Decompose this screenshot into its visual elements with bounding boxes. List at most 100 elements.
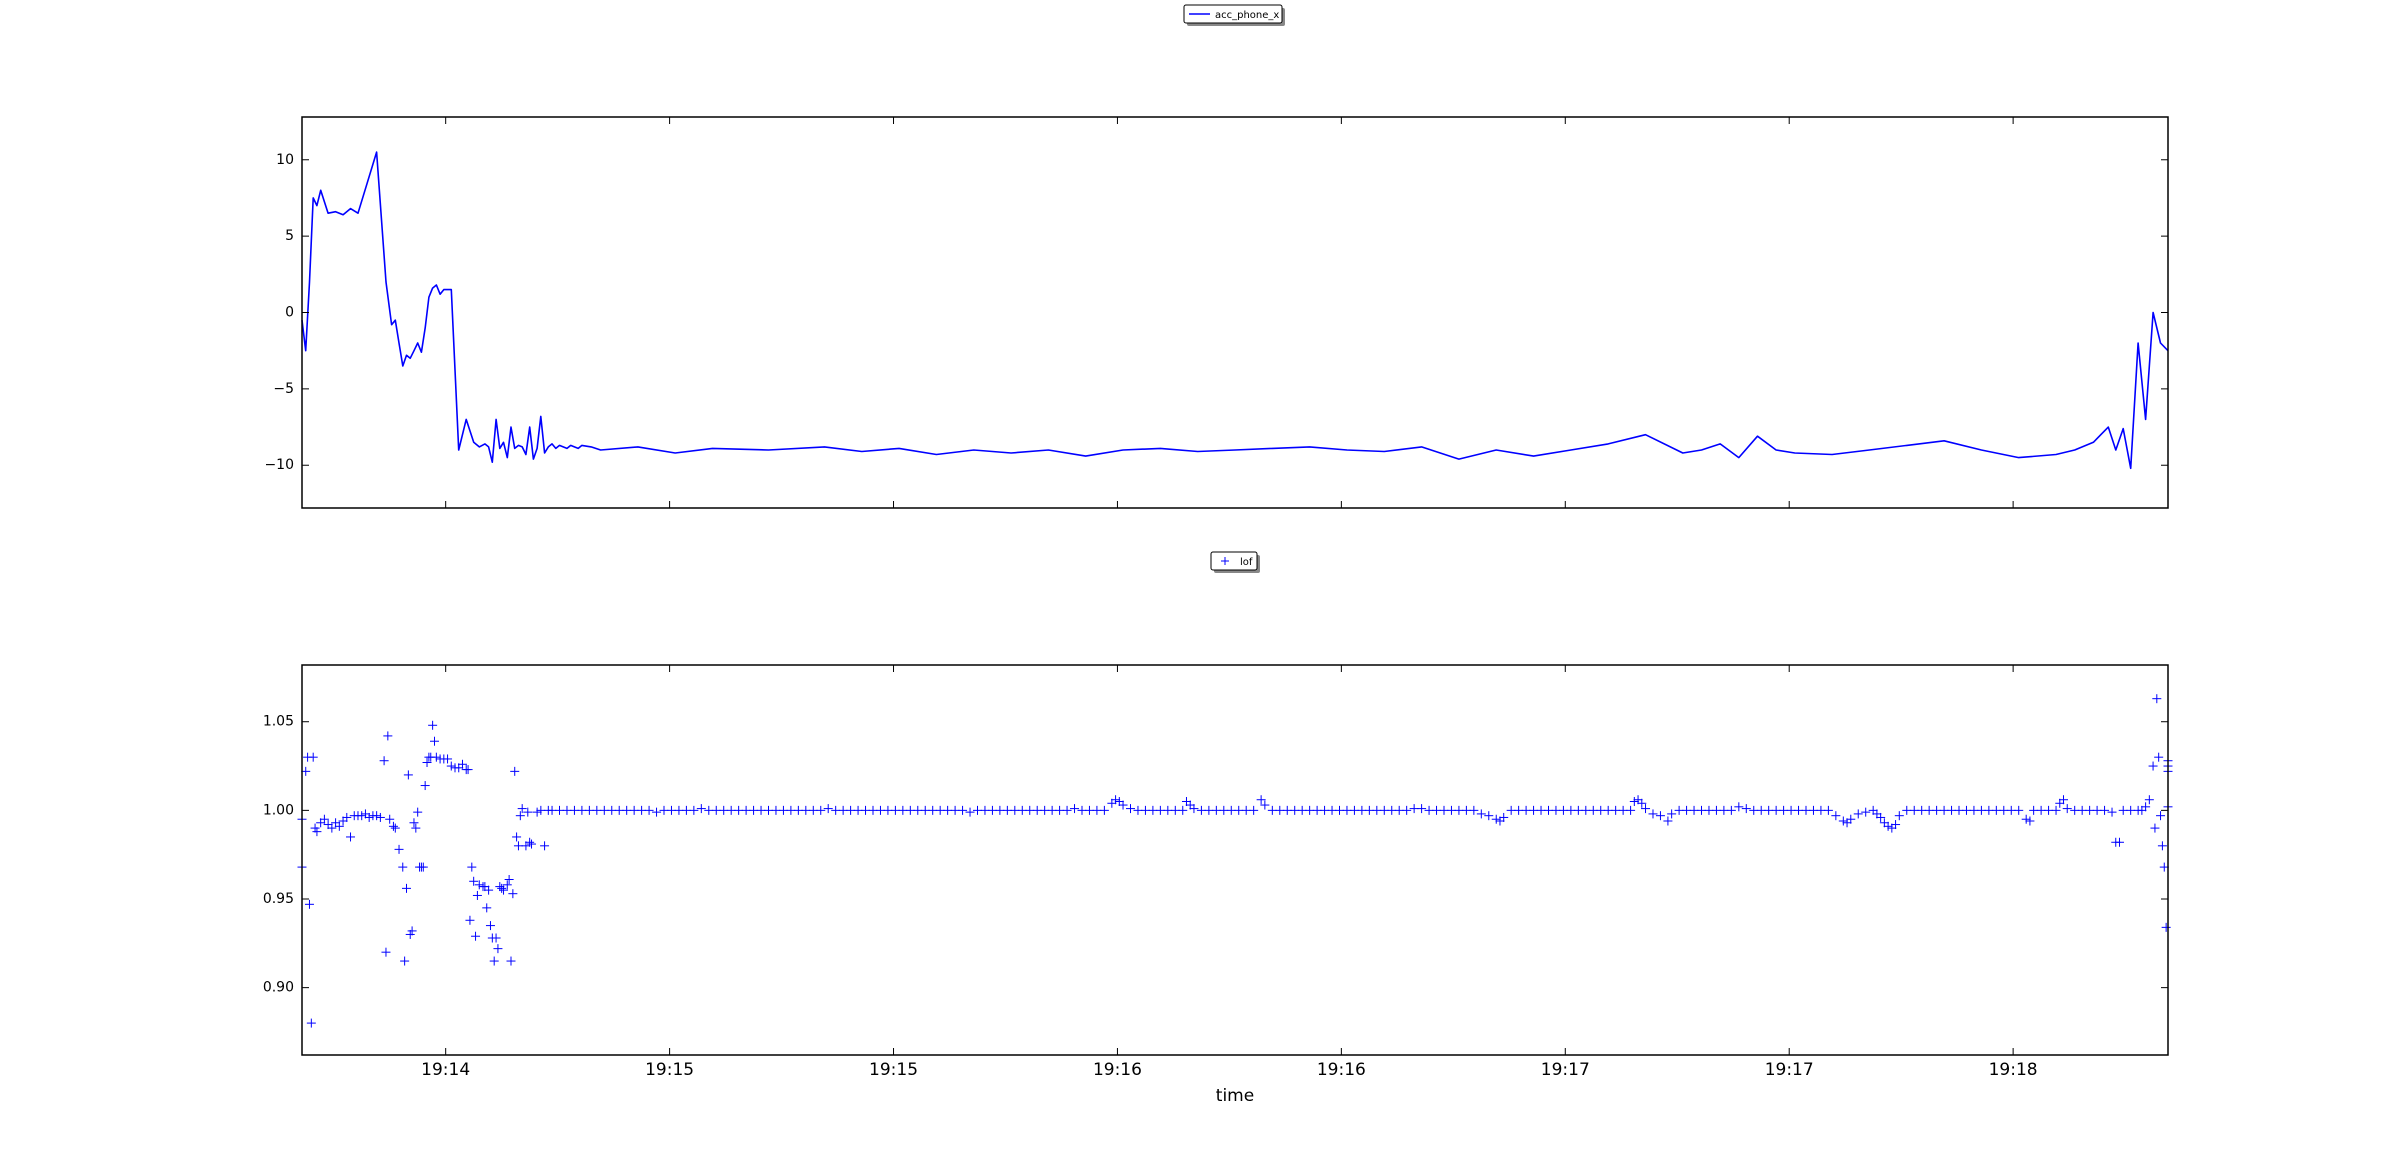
scatter-point <box>342 812 352 822</box>
scatter-point <box>1126 804 1136 814</box>
scatter-point <box>2055 798 2065 808</box>
scatter-point <box>532 807 542 817</box>
bottom-panel: 1.051.000.950.90 19:14 19:15 19:15 19:16 19:… <box>263 551 2173 1106</box>
scatter-point <box>1469 805 1479 815</box>
bottom-legend: lof <box>1210 551 1260 573</box>
scatter-point <box>2156 811 2166 821</box>
scatter-point <box>1107 798 1117 808</box>
scatter-point <box>523 807 533 817</box>
scatter-point <box>816 805 826 815</box>
scatter-point <box>1734 802 1744 812</box>
scatter-point <box>965 807 975 817</box>
scatter-point <box>306 1018 316 1028</box>
scatter-point <box>504 875 514 884</box>
scatter-point <box>401 883 411 893</box>
scatter-point <box>372 811 382 821</box>
scatter-point <box>525 837 535 847</box>
scatter-point <box>2107 807 2117 817</box>
scatter-point <box>1663 816 1673 826</box>
scatter-point <box>431 752 441 762</box>
scatter-point <box>428 720 438 730</box>
bottom-x-axis: 19:14 19:15 19:15 19:16 19:16 19:17 19:17 19:18 <box>421 665 2038 1080</box>
scatter-point <box>422 758 432 767</box>
scatter-point <box>1417 804 1427 814</box>
scatter-point <box>1879 818 1889 828</box>
scatter-point <box>383 731 393 741</box>
scatter-point <box>385 814 395 824</box>
scatter-point <box>2148 761 2158 771</box>
scatter-point <box>1861 807 1871 817</box>
scatter-point <box>338 816 348 826</box>
scatter-point <box>331 818 341 828</box>
scatter-point <box>360 809 370 819</box>
scatter-point <box>484 885 494 895</box>
top-panel: 10 5 0 −5 −10 acc_phone_x <box>264 4 2169 509</box>
scatter-point <box>467 862 477 872</box>
scatter-point <box>2114 837 2124 847</box>
scatter-point <box>495 882 505 892</box>
scatter-point <box>1402 805 1412 815</box>
scatter-point <box>521 841 531 851</box>
scatter-point <box>357 811 367 821</box>
scatter-point <box>2157 841 2167 851</box>
scatter-point <box>1823 805 1833 815</box>
scatter-point <box>457 759 467 769</box>
scatter-point <box>482 903 492 913</box>
legend-box <box>1210 551 1258 571</box>
scatter-point <box>502 880 512 890</box>
scatter-point <box>2141 802 2151 812</box>
scatter-point <box>323 820 333 830</box>
scatter-point <box>398 862 408 872</box>
scatter-point <box>375 812 385 822</box>
scatter-point <box>400 956 410 966</box>
scatter-point <box>1831 811 1841 821</box>
scatter-point <box>471 931 481 941</box>
scatter-point <box>510 766 520 776</box>
scatter-point <box>508 889 518 899</box>
scatter-point <box>1495 816 1505 826</box>
scatter-point <box>1667 809 1677 819</box>
bottom-axes-frame <box>301 664 2169 1056</box>
scatter-point <box>394 844 404 854</box>
scatter-point <box>334 821 344 831</box>
scatter-point <box>1838 816 1848 826</box>
scatter-point <box>1853 809 1863 819</box>
scatter-point <box>1726 805 1736 815</box>
scatter-point <box>480 882 490 892</box>
scatter-point <box>463 765 473 775</box>
scatter-point <box>644 805 654 815</box>
scatter-point <box>2059 795 2069 805</box>
scatter-point <box>527 839 537 849</box>
scatter-point <box>515 811 525 821</box>
legend-plus-marker <box>1221 557 1229 565</box>
scatter-point <box>465 915 475 925</box>
x-tick-label: 19:18 <box>1989 1060 2038 1080</box>
scatter-point <box>407 926 417 936</box>
scatter-point <box>420 781 430 791</box>
scatter-point <box>1876 812 1886 822</box>
top-legend: acc_phone_x <box>1183 4 1285 26</box>
scatter-point <box>1887 823 1897 833</box>
y-tick-label: −5 <box>273 381 294 397</box>
scatter-point <box>469 876 479 886</box>
bottom-scatter-points <box>297 694 2173 1028</box>
scatter-point <box>1114 797 1124 806</box>
scatter-point <box>413 807 423 817</box>
y-tick-label: 1.00 <box>263 802 294 818</box>
scatter-point <box>1883 821 1893 831</box>
scatter-point <box>319 814 329 824</box>
scatter-point <box>316 818 326 828</box>
scatter-point <box>1633 795 1643 805</box>
scatter-point <box>2161 922 2171 932</box>
scatter-point <box>1846 814 1856 824</box>
bottom-y-axis: 1.05 1.00 0.95 0.90 <box>263 714 2168 996</box>
y-tick-label: 5 <box>285 228 294 244</box>
x-tick-label: 19:17 <box>1541 1060 1590 1080</box>
scatter-point <box>1648 809 1658 819</box>
scatter-point <box>1872 809 1882 819</box>
scatter-point <box>1655 811 1665 821</box>
top-x-ticks <box>445 117 2014 508</box>
scatter-point <box>454 763 464 773</box>
scatter-point <box>823 804 833 814</box>
scatter-point <box>1118 800 1128 810</box>
